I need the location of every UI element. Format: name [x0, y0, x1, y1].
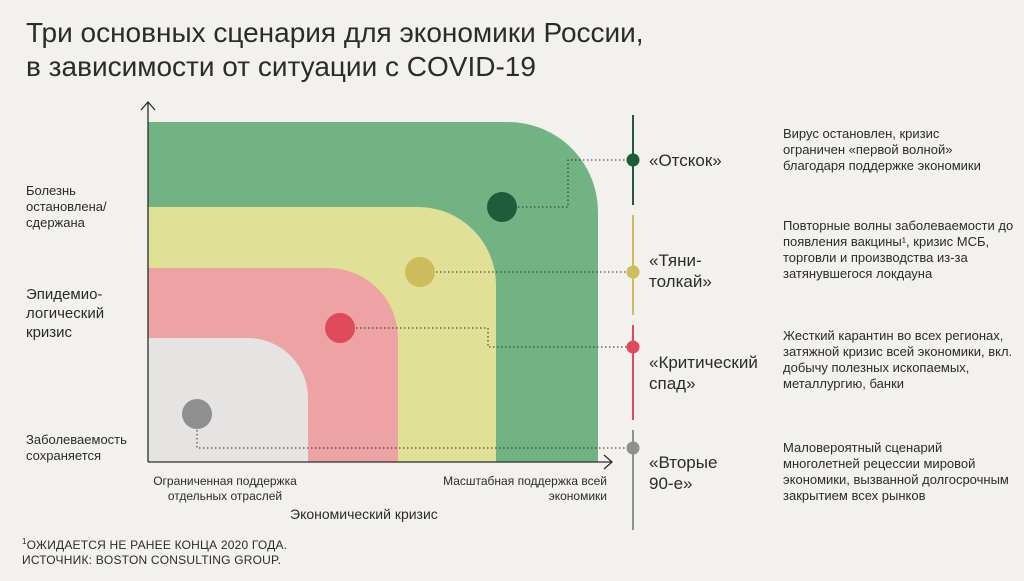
scenario-desc-otskok: Вирус остановлен, кризис ограничен «перв… [783, 126, 981, 173]
scenario-name-vtorye-90e: «Вторые 90-е» [649, 453, 718, 493]
chart-title: Три основных сценария для экономики Росс… [26, 16, 926, 84]
scenario-desc-tyani-tolkay: Повторные волны заболеваемости до появле… [783, 218, 1014, 281]
x-axis [148, 454, 613, 470]
legend-dot-vtorye-90e [626, 441, 640, 455]
dot-kriticheskiy-spad [325, 313, 355, 343]
x-label-left: Ограниченная поддержка отдельных отрасле… [153, 474, 297, 503]
connector-kriticheskiy-spad [340, 327, 633, 348]
title-line-2: в зависимости от ситуации с COVID-19 [26, 51, 536, 82]
title-line-1: Три основных сценария для экономики Росс… [26, 17, 644, 48]
connector-vtorye-90e [196, 414, 633, 449]
footnote-mark: 1 [22, 537, 27, 546]
zone-vtorye-90e [148, 338, 308, 462]
scenario-desc-vtorye-90e: Маловероятный сценарий многолетней рецес… [783, 440, 1009, 503]
connector-otskok [502, 159, 633, 208]
source-note: ИСТОЧНИК: BOSTON CONSULTING GROUP. [22, 553, 282, 567]
y-label-bottom: Заболеваемость сохраняется [26, 432, 127, 463]
y-label-top: Болезнь остановлена/ сдержана [26, 183, 107, 230]
scenario-name-tyani-tolkay: «Тяни-толкай» [649, 251, 712, 291]
legend-dot-tyani-tolkay [626, 265, 640, 279]
legend-dot-kriticheskiy-spad [626, 340, 640, 354]
legend-dot-otskok [626, 153, 640, 167]
x-axis-title: Экономический кризис [290, 506, 438, 522]
y-axis [140, 101, 156, 462]
dot-vtorye-90e [182, 399, 212, 429]
x-label-right: Масштабная поддержка всей экономики [443, 474, 607, 503]
dot-tyani-tolkay [405, 257, 435, 287]
scenario-name-otskok: «Отскок» [649, 151, 722, 170]
scenario-name-kriticheskiy-spad: «Критический спад» [649, 353, 758, 393]
scenario-desc-kriticheskiy-spad: Жесткий карантин во всех регионах, затяж… [783, 328, 1013, 391]
footnote: 1ОЖИДАЕТСЯ НЕ РАНЕЕ КОНЦА 2020 ГОДА. [22, 534, 287, 553]
dot-otskok [487, 192, 517, 222]
footnote-text: ОЖИДАЕТСЯ НЕ РАНЕЕ КОНЦА 2020 ГОДА. [26, 538, 288, 552]
y-label-middle: Эпидемио- логический кризис [26, 286, 105, 341]
